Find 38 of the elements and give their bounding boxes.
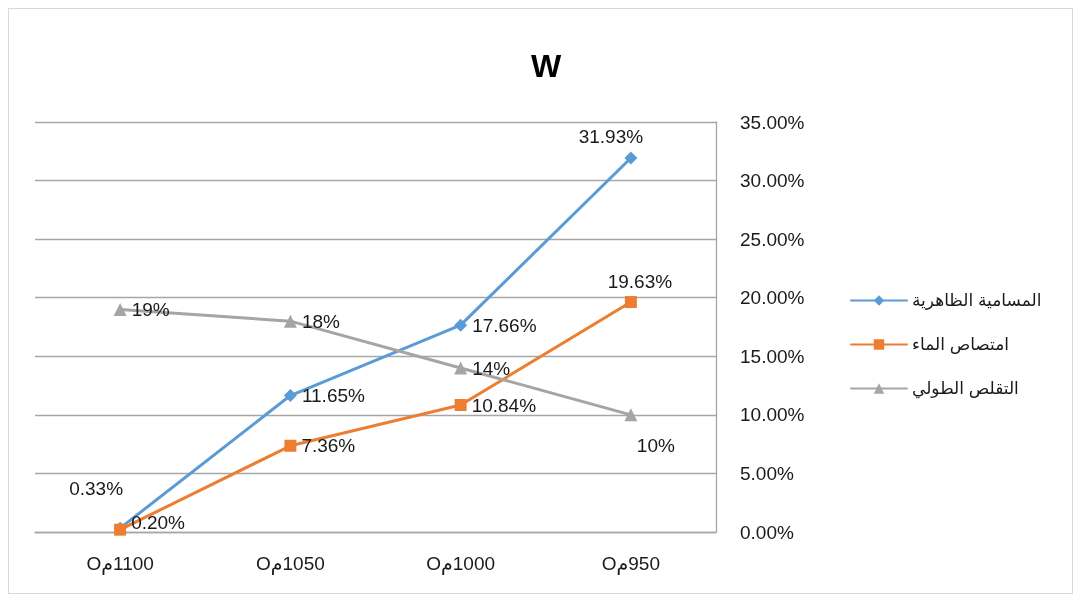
- legend-label: التقلص الطولي: [912, 379, 1019, 399]
- point: [454, 361, 468, 375]
- point: [624, 408, 638, 422]
- point: [454, 399, 467, 412]
- x-tick-label: 1050مO: [255, 553, 325, 575]
- y-tick-label: 25.00%: [740, 228, 805, 250]
- y-tick-label: 10.00%: [740, 404, 805, 426]
- point: [454, 318, 468, 332]
- x-tick-label: 950مO: [601, 553, 660, 575]
- data-label: 19.63%: [607, 271, 673, 293]
- y-tick-label: 15.00%: [740, 345, 805, 367]
- y-tick-label: 30.00%: [740, 170, 805, 192]
- data-label: 0.20%: [131, 512, 186, 534]
- y-tick-label: 5.00%: [740, 462, 794, 484]
- chart-title: W: [530, 48, 562, 84]
- data-label: 10.84%: [471, 394, 537, 416]
- point: [113, 302, 127, 316]
- point: [283, 389, 297, 403]
- y-tick-label: 20.00%: [740, 287, 805, 309]
- data-label: 7.36%: [301, 435, 356, 457]
- point: [283, 314, 297, 328]
- x-tick-label: 1100مO: [86, 553, 154, 575]
- legend-label: المسامية الظاهرية: [912, 291, 1042, 310]
- data-label: 18%: [301, 310, 341, 332]
- data-label: 19%: [131, 298, 170, 320]
- point: [624, 296, 637, 309]
- data-label: 10%: [636, 435, 675, 457]
- point: [284, 439, 297, 452]
- point: [624, 151, 638, 165]
- data-label: 14%: [472, 357, 511, 379]
- y-tick-label: 0.00%: [740, 521, 794, 543]
- data-label: 17.66%: [472, 314, 537, 336]
- legend-label: امتصاص الماء: [912, 335, 1010, 354]
- data-label: 11.65%: [301, 385, 366, 407]
- x-tick-label: 1000مO: [426, 553, 496, 575]
- data-label: 0.33%: [69, 477, 124, 499]
- y-tick-label: 35.00%: [740, 111, 805, 133]
- data-label: 31.93%: [578, 126, 644, 148]
